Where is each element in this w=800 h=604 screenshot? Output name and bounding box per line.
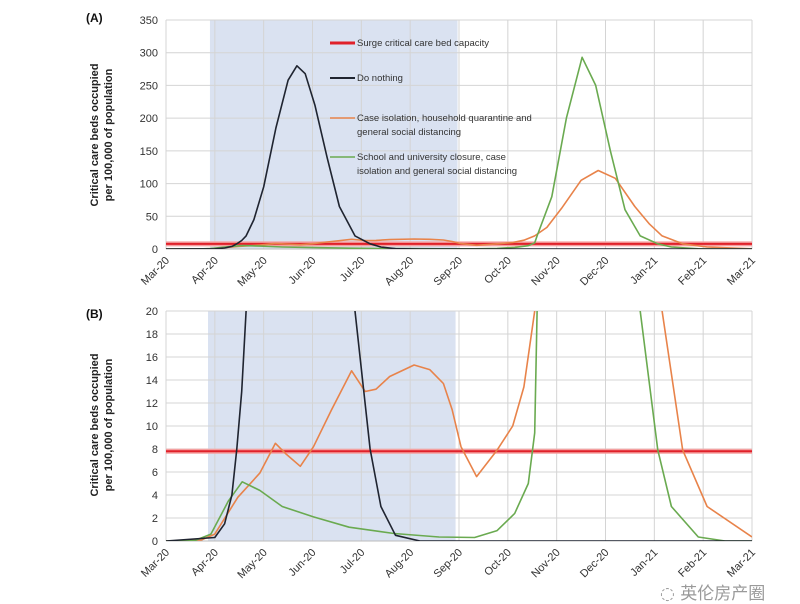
watermark: ◌ 英伦房产圈 — [660, 584, 766, 604]
intervention-period-shading — [209, 20, 458, 249]
x-tick-label: Jun-20 — [286, 255, 318, 287]
x-tick-label: Mar-21 — [725, 255, 758, 288]
y-tick-label: 150 — [140, 146, 158, 158]
legend-label: general social distancing — [357, 127, 461, 138]
x-tick-label: Dec-20 — [578, 255, 612, 289]
x-tick-label: Jul-20 — [338, 255, 368, 285]
y-tick-label: 0 — [152, 244, 158, 256]
legend-item: School and university closure, case isola… — [330, 152, 517, 177]
series-line-do — [166, 65, 752, 249]
x-tick-label: Apr-20 — [189, 255, 221, 287]
y-tick-label: 14 — [146, 375, 158, 387]
y-tick-label: 2 — [152, 513, 158, 525]
legend: Surge critical care bed capacity Do nothi… — [330, 38, 532, 177]
legend-item: Surge critical care bed capacity — [330, 38, 489, 49]
x-tick-label: Oct-20 — [482, 255, 514, 287]
x-tick-label: Nov-20 — [529, 547, 563, 581]
y-axis-label-line: per 100,000 of population — [103, 358, 115, 491]
y-tick-label: 18 — [146, 329, 158, 341]
x-tick-label: Jan-21 — [628, 255, 660, 287]
x-tick-label: Sep-20 — [432, 547, 466, 581]
y-tick-label: 200 — [140, 113, 158, 125]
legend-item: Do nothing — [330, 73, 403, 84]
y-tick-label: 350 — [140, 15, 158, 27]
y-tick-label: 10 — [146, 421, 158, 433]
x-tick-label: Aug-20 — [383, 255, 417, 289]
x-tick-label: Mar-20 — [139, 547, 172, 580]
legend-label: Surge critical care bed capacity — [357, 38, 489, 49]
series-line-case — [166, 311, 752, 541]
x-tick-label: Jan-21 — [628, 547, 660, 579]
legend-item: Case isolation, household quarantine and… — [330, 113, 532, 138]
series-line-school — [166, 311, 752, 541]
panel-b: 0 2 4 6 8 10 12 14 16 18 20 Mar-20 Apr-20 May-20 Jun-2… — [86, 306, 758, 581]
y-tick-label: 100 — [140, 179, 158, 191]
x-tick-label: Feb-21 — [676, 547, 709, 580]
y-tick-label: 4 — [152, 490, 158, 502]
x-tick-label: Jul-20 — [338, 547, 368, 577]
x-tick-label: Nov-20 — [529, 255, 563, 289]
legend-label: Case isolation, household quarantine and — [357, 113, 532, 124]
y-tick-label: 12 — [146, 398, 158, 410]
y-tick-label: 6 — [152, 467, 158, 479]
y-axis-label-line: Critical care beds occupied — [89, 63, 101, 206]
panel-a: 0 50 100 150 200 250 300 350 Mar-20 Apr-20 May-20 J… — [86, 11, 758, 289]
legend-label: isolation and general social distancing — [357, 166, 517, 177]
x-tick-label: Feb-21 — [676, 255, 709, 288]
x-tick-label: Sep-20 — [432, 255, 466, 289]
x-tick-label: Aug-20 — [383, 547, 417, 581]
y-tick-label: 50 — [146, 211, 158, 223]
y-axis-label-line: Critical care beds occupied — [89, 353, 101, 496]
legend-label: Do nothing — [357, 73, 403, 84]
series-group — [166, 311, 752, 541]
y-tick-label: 20 — [146, 306, 158, 318]
x-tick-label: May-20 — [235, 547, 269, 581]
legend-label: School and university closure, case — [357, 152, 506, 163]
x-tick-label: Mar-21 — [725, 547, 758, 580]
y-tick-label: 250 — [140, 80, 158, 92]
panel-label: (A) — [86, 11, 103, 25]
x-tick-label: Dec-20 — [578, 547, 612, 581]
y-tick-label: 8 — [152, 444, 158, 456]
y-axis-label-line: per 100,000 of population — [103, 68, 115, 201]
series-group — [166, 56, 752, 249]
y-tick-label: 16 — [146, 352, 158, 364]
y-axis-label: Critical care beds occupied per 100,000 o… — [89, 353, 115, 496]
x-tick-label: Apr-20 — [189, 547, 221, 579]
x-tick-label: Jun-20 — [286, 547, 318, 579]
x-tick-label: May-20 — [235, 255, 269, 289]
series-line-do — [166, 311, 752, 541]
x-tick-label: Oct-20 — [482, 547, 514, 579]
y-tick-label: 0 — [152, 536, 158, 548]
panel-label: (B) — [86, 307, 103, 321]
series-line-school — [166, 56, 752, 249]
y-tick-label: 300 — [140, 48, 158, 60]
y-axis-label: Critical care beds occupied per 100,000 o… — [89, 63, 115, 206]
series-line-case — [166, 169, 752, 249]
x-tick-label: Mar-20 — [139, 255, 172, 288]
